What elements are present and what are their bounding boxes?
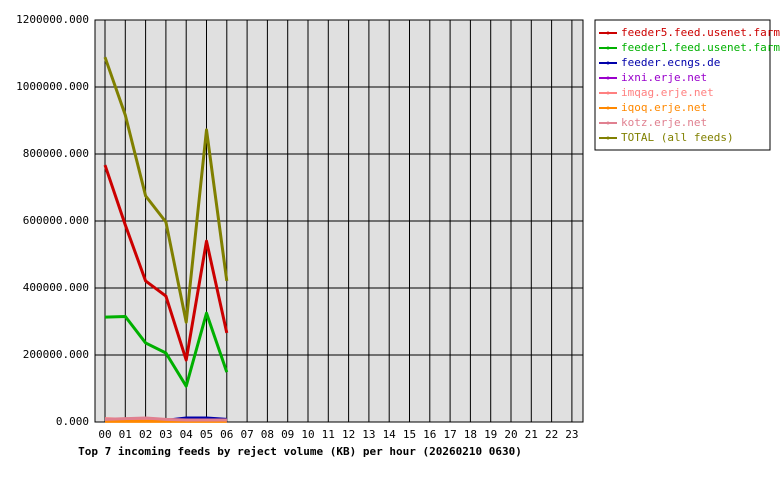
y-tick-label: 0.000	[56, 415, 89, 428]
x-tick-label: 13	[362, 428, 375, 441]
x-tick-label: 20	[504, 428, 517, 441]
legend-label: imqag.erje.net	[621, 86, 714, 99]
legend-label: feeder1.feed.usenet.farm	[621, 41, 780, 54]
legend-label: ixni.erje.net	[621, 71, 707, 84]
x-tick-label: 10	[301, 428, 314, 441]
x-tick-label: 15	[403, 428, 416, 441]
x-tick-label: 00	[98, 428, 111, 441]
legend-box	[594, 19, 771, 151]
legend-dot	[606, 121, 610, 125]
legend-dot	[606, 31, 610, 35]
x-tick-label: 19	[484, 428, 497, 441]
x-tick-label: 22	[545, 428, 558, 441]
x-tick-label: 09	[281, 428, 294, 441]
y-tick-label: 1200000.000	[16, 13, 89, 26]
x-tick-label: 03	[159, 428, 172, 441]
legend-label: feeder.ecngs.de	[621, 56, 720, 69]
series-line	[104, 416, 227, 422]
x-tick-label: 05	[200, 428, 213, 441]
series-line	[104, 311, 229, 388]
x-tick-label: 07	[240, 428, 253, 441]
x-tick-label: 14	[383, 428, 397, 441]
legend-dot	[606, 76, 610, 80]
x-tick-label: 16	[423, 428, 436, 441]
y-tick-label: 1000000.000	[16, 80, 89, 93]
legend-dot	[606, 136, 610, 140]
x-tick-label: 23	[565, 428, 578, 441]
y-tick-label: 400000.000	[23, 281, 89, 294]
legend-dot	[606, 61, 610, 65]
series-line	[103, 56, 229, 324]
x-tick-label: 12	[342, 428, 355, 441]
x-tick-label: 17	[443, 428, 456, 441]
y-tick-label: 800000.000	[23, 147, 89, 160]
x-tick-label: 11	[322, 428, 335, 441]
x-tick-label: 21	[525, 428, 538, 441]
legend-label: kotz.erje.net	[621, 116, 707, 129]
x-tick-label: 06	[220, 428, 233, 441]
series-line	[103, 164, 229, 362]
y-tick-label: 600000.000	[23, 214, 89, 227]
legend-dot	[606, 106, 610, 110]
x-tick-label: 08	[261, 428, 274, 441]
plot-frame	[94, 19, 584, 423]
legend-label: feeder5.feed.usenet.farm	[621, 26, 780, 39]
legend-dot	[606, 91, 610, 95]
x-tick-label: 01	[119, 428, 132, 441]
legend-label: TOTAL (all feeds)	[621, 131, 734, 144]
legend-dot	[606, 46, 610, 50]
y-tick-label: 200000.000	[23, 348, 89, 361]
legend-label: iqoq.erje.net	[621, 101, 707, 114]
x-tick-label: 02	[139, 428, 152, 441]
x-tick-label: 04	[180, 428, 194, 441]
x-tick-label: 18	[464, 428, 477, 441]
chart-title: Top 7 incoming feeds by reject volume (K…	[78, 445, 522, 458]
